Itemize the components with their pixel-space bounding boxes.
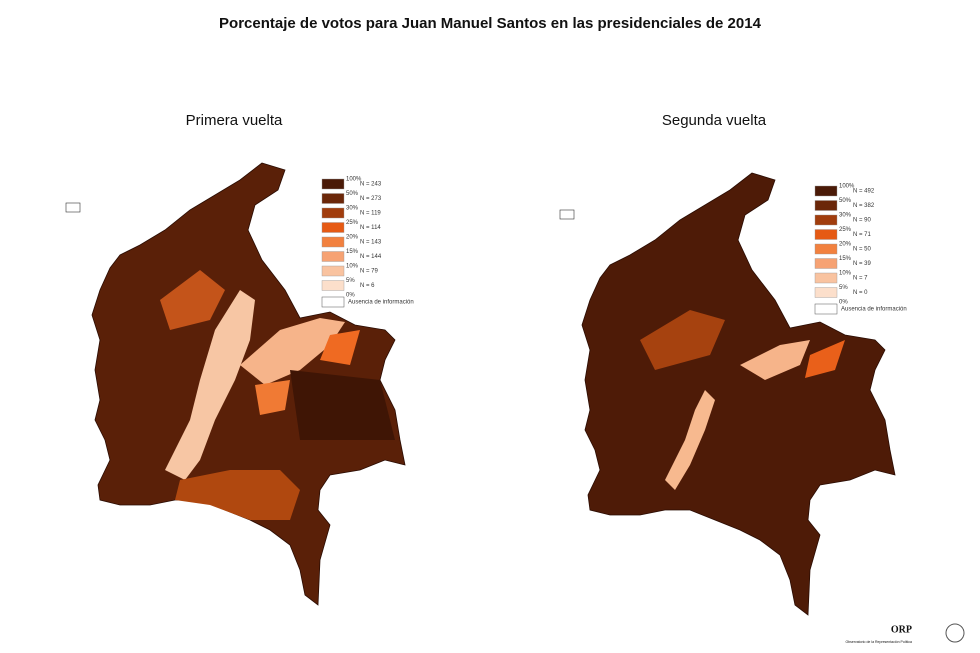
legend-label: N = 143 (360, 240, 382, 246)
legend-label: N = 492 (853, 189, 875, 195)
panel-subtitle: Primera vuelta (186, 112, 283, 129)
legend-swatch (321, 296, 345, 308)
legend-label: N = 144 (360, 254, 382, 260)
legend-label: Ausencia de información (348, 300, 414, 306)
legend-break: 100% (346, 177, 362, 183)
legend-break: 30% (839, 213, 852, 219)
legend-swatch (814, 243, 838, 255)
legend-break: 15% (346, 249, 359, 255)
legend-break: 100% (839, 184, 855, 190)
legend-break: 10% (346, 264, 359, 270)
legend-break: 25% (839, 227, 852, 233)
legend-label: N = 114 (360, 225, 381, 231)
scale-icon (559, 209, 575, 220)
legend-break: 20% (839, 242, 852, 248)
legend-label: N = 119 (360, 211, 381, 217)
region (665, 390, 715, 490)
legend-label: N = 243 (360, 182, 382, 188)
logo: ORP (891, 624, 912, 635)
legend-swatch (321, 280, 345, 291)
legend-swatch (814, 214, 838, 226)
legend-swatch (814, 287, 838, 298)
legend-swatch (814, 272, 838, 284)
title: Porcentaje de votos para Juan Manuel San… (219, 15, 762, 32)
legend-label: N = 7 (853, 276, 868, 282)
region (290, 370, 395, 440)
legend-label: N = 71 (853, 232, 872, 238)
legend-break: 0% (839, 300, 848, 306)
region (240, 318, 345, 385)
region (805, 340, 845, 378)
scale-icon (65, 202, 81, 213)
legend-label: N = 6 (360, 283, 375, 289)
legend-break: 15% (839, 256, 852, 262)
legend-label: N = 39 (853, 261, 872, 267)
legend-label: N = 273 (360, 196, 382, 202)
region (320, 330, 360, 365)
country-outline (581, 172, 896, 616)
legend-break: 0% (346, 293, 355, 299)
legend-label: N = 79 (360, 269, 379, 275)
legend-swatch (321, 265, 345, 277)
region (165, 290, 255, 480)
legend-label: Ausencia de información (841, 307, 907, 313)
map-right (581, 172, 896, 616)
map-left (91, 162, 406, 606)
legend-swatch (321, 193, 345, 204)
legend-break: 5% (346, 278, 355, 284)
region (255, 380, 290, 415)
legend-break: 25% (346, 220, 359, 226)
seal (945, 623, 965, 643)
panel-subtitle: Segunda vuelta (662, 112, 767, 129)
legend-label: N = 90 (853, 218, 872, 224)
legend-swatch (814, 229, 838, 240)
legend-swatch (321, 178, 345, 190)
region (175, 470, 300, 520)
legend-swatch (321, 207, 345, 219)
legend-swatch (814, 303, 838, 315)
region (640, 310, 725, 370)
legend-swatch (814, 200, 838, 211)
legend-swatch (814, 258, 838, 269)
legend-swatch (321, 222, 345, 233)
legend-break: 5% (839, 285, 848, 291)
legend-label: N = 50 (853, 247, 872, 253)
legend-break: 20% (346, 235, 359, 241)
region (740, 340, 810, 380)
legend-swatch (814, 185, 838, 197)
legend-break: 50% (346, 191, 359, 197)
region (160, 270, 225, 330)
legend-break: 50% (839, 198, 852, 204)
footer: ORP Observatorio de la Representación Po… (845, 623, 965, 644)
legend-break: 10% (839, 271, 852, 277)
legend-label: N = 0 (853, 290, 868, 296)
legend-swatch (321, 251, 345, 262)
legend-swatch (321, 236, 345, 248)
legend-break: 30% (346, 206, 359, 212)
org-name: Observatorio de la Representación Políti… (845, 640, 912, 644)
legend-label: N = 382 (853, 203, 875, 209)
